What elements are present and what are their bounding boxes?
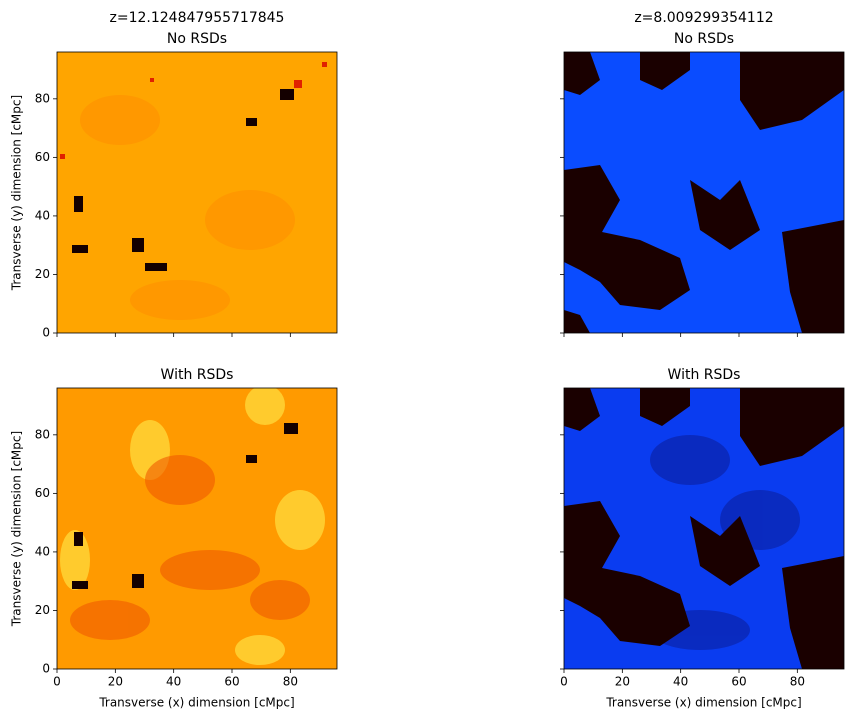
x-tick-label: 20 <box>615 675 630 689</box>
chart-subtitle: No RSDs <box>674 31 734 47</box>
chart-title: With RSDs <box>161 367 234 383</box>
y-axis-label: Transverse (y) dimension [cMpc] <box>10 431 24 627</box>
chart-title: With RSDs <box>668 367 741 383</box>
y-tick-label: 20 <box>35 267 50 281</box>
y-tick-label: 80 <box>35 427 50 441</box>
x-axis-label: Transverse (x) dimension [cMpc] <box>605 696 801 710</box>
image <box>57 52 337 333</box>
dark-region <box>564 388 844 669</box>
y-tick-label: 40 <box>35 208 50 222</box>
dark-region <box>72 89 294 271</box>
y-tick-label: 20 <box>35 603 50 617</box>
x-tick-label: 80 <box>283 675 298 689</box>
y-axis-label: Transverse (y) dimension [cMpc] <box>10 95 24 291</box>
image <box>564 388 844 669</box>
x-tick-label: 60 <box>731 675 746 689</box>
red-spot <box>60 62 327 159</box>
chart-title: z=12.124847955717845 <box>110 10 285 26</box>
x-tick-label: 60 <box>224 675 239 689</box>
y-tick-label: 0 <box>42 326 50 340</box>
image <box>564 52 844 333</box>
texture <box>70 455 310 640</box>
texture <box>80 95 295 320</box>
x-tick-label: 40 <box>166 675 181 689</box>
y-tick-label: 80 <box>35 91 50 105</box>
y-tick-label: 0 <box>42 662 50 676</box>
dark-region <box>564 52 844 333</box>
axes-frame <box>56 51 338 334</box>
y-tick-label: 40 <box>35 544 50 558</box>
x-tick-label: 80 <box>790 675 805 689</box>
x-tick-label: 0 <box>53 675 61 689</box>
axes-frame <box>563 387 845 670</box>
x-tick-label: 20 <box>108 675 123 689</box>
y-tick-label: 60 <box>35 486 50 500</box>
x-axis-label: Transverse (x) dimension [cMpc] <box>98 696 294 710</box>
dark-region <box>72 423 298 589</box>
axes-frame <box>56 387 338 670</box>
x-tick-label: 0 <box>560 675 568 689</box>
y-tick-label: 60 <box>35 150 50 164</box>
chart-title: z=8.009299354112 <box>634 10 773 26</box>
chart-subtitle: No RSDs <box>167 31 227 47</box>
x-tick-label: 40 <box>673 675 688 689</box>
image <box>57 388 337 669</box>
axes-frame <box>563 51 845 334</box>
